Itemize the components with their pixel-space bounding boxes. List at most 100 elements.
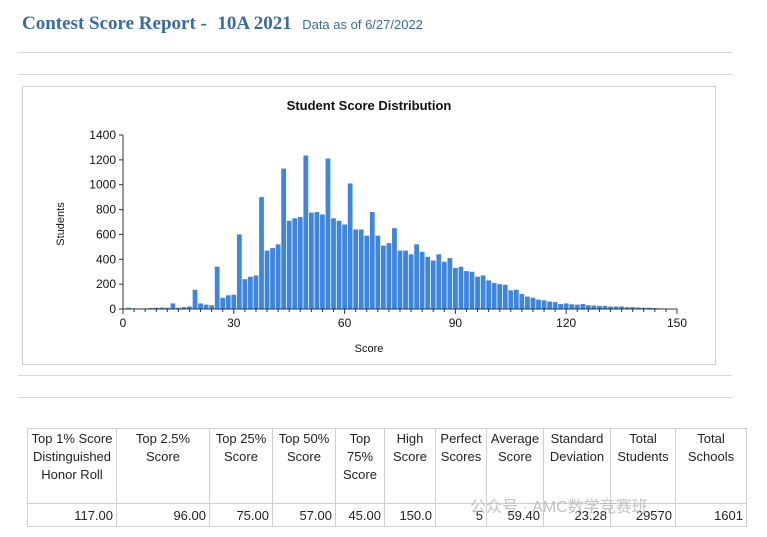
bar [397,250,403,309]
score-distribution-chart: Student Score Distribution Score Student… [55,98,687,355]
x-tick-label: 30 [227,316,241,330]
bar [635,307,641,309]
bar [331,218,336,309]
contest-name: 10A 2021 [217,13,292,34]
y-tick-label: 1400 [89,128,116,142]
bar [281,168,287,309]
column-header: High Score [384,428,436,504]
bar [552,302,558,309]
y-tick-label: 1200 [89,153,116,167]
column-header: Top 1% Score Distinguished Honor Roll [27,428,117,504]
bar [547,301,552,309]
column-header: Top 50% Score [272,428,336,504]
bar [613,306,619,309]
table-cell: 150.0 [384,503,436,527]
bar [253,275,259,309]
y-tick-label: 400 [96,252,116,266]
bar [619,306,624,309]
report-title: Contest Score Report - [22,13,207,34]
bar [491,282,497,309]
bar [585,305,591,309]
bar [203,304,209,309]
table-cell: 29570 [610,503,676,527]
data-as-of: Data as of 6/27/2022 [302,17,423,32]
bar [430,260,436,309]
bar [369,212,375,309]
bar [176,307,181,309]
bar [286,220,292,309]
bar [525,296,530,309]
bar [563,303,569,309]
table-cell: 117.00 [27,503,117,527]
column-header: Top 25% Score [209,428,273,504]
bar [425,256,431,309]
x-tick-label: 150 [667,316,687,330]
divider [18,74,732,75]
table-cell: 23.28 [543,503,611,527]
bar [275,244,281,309]
column-header: Total Students [610,428,676,504]
bar [447,258,453,309]
bar [569,304,575,309]
bar [231,294,237,309]
divider [18,375,732,376]
bar [170,303,176,309]
bar [259,197,264,309]
bar [419,251,425,309]
bar [325,158,331,309]
bar [624,307,630,309]
bar [198,303,203,309]
bar [342,224,347,309]
x-tick-label: 120 [556,316,576,330]
bar [646,307,652,309]
y-tick-label: 0 [109,302,116,316]
table-cell: 45.00 [335,503,385,527]
bar [475,276,480,309]
bar [591,305,597,309]
x-axis-label: Score [355,343,384,355]
bar [347,183,353,309]
table-header-row: Top 1% Score Distinguished Honor Roll Top… [27,428,747,504]
bar [303,155,309,309]
bar [403,250,408,309]
bar [536,299,541,309]
bar [248,276,253,309]
bar [530,297,536,309]
bar [608,306,613,309]
bar [364,235,370,309]
bar [225,295,231,309]
table-cell: 1601 [675,503,747,527]
bar [508,290,514,309]
bar [270,248,275,309]
bar [297,217,303,309]
bar [264,250,270,309]
bar [209,305,215,309]
bar [386,243,392,309]
bar [159,307,165,309]
x-tick-label: 90 [449,316,463,330]
bar [220,297,226,309]
bar [308,212,314,309]
bar [236,234,242,309]
bar [353,229,359,309]
x-tick-label: 0 [120,316,127,330]
bar [486,280,492,309]
bar [358,229,364,309]
bar [436,254,442,309]
bar [574,304,580,309]
bar [375,235,381,309]
y-axis-label: Students [55,202,67,246]
y-tick-label: 800 [96,203,116,217]
divider [18,397,732,398]
bar [242,279,248,309]
bar [336,220,342,309]
bar [187,306,192,309]
bar [458,266,464,309]
column-header: Top 75% Score [335,428,385,504]
chart-panel: Student Score Distribution Score Student… [22,86,716,365]
bar [314,212,320,309]
y-tick-label: 200 [96,277,116,291]
bar [181,307,187,309]
column-header: Perfect Scores [435,428,487,504]
bar [192,289,198,309]
